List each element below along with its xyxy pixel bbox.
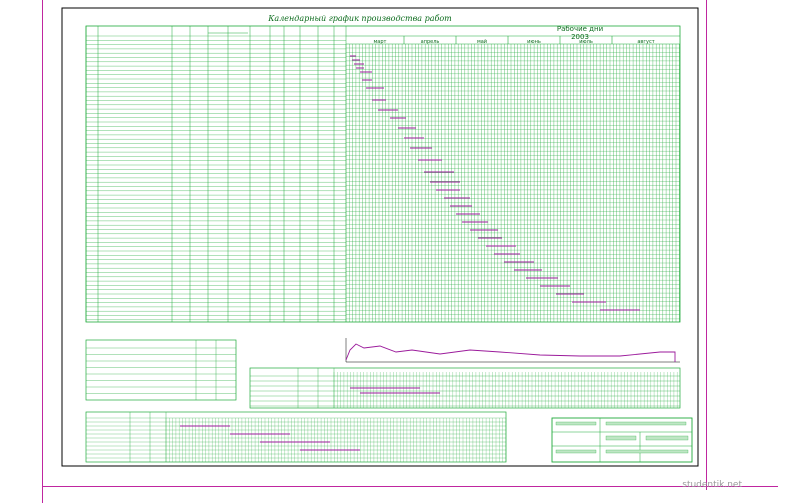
frame-bottom-line xyxy=(42,486,778,487)
stamp-fill-cell xyxy=(605,435,637,441)
frame-left-line xyxy=(42,0,43,503)
frame-right-line xyxy=(706,0,707,490)
page-title: Календарный график производства работ xyxy=(268,14,452,23)
stamp-fill-cell xyxy=(645,435,689,441)
stamp-border xyxy=(551,417,693,463)
inner-frame xyxy=(61,7,699,467)
labor-chart xyxy=(345,338,680,363)
watermark-text: studentik.net xyxy=(682,480,742,490)
econ-table-border xyxy=(85,339,237,401)
stamp-fill-cell xyxy=(555,421,597,426)
work-days-label: Рабочие дни xyxy=(556,25,604,33)
month-label: март xyxy=(373,39,387,45)
labor-step-line xyxy=(345,343,676,362)
gantt-grid xyxy=(345,35,680,322)
month-label: август xyxy=(637,39,655,45)
machine-table-border xyxy=(249,367,681,409)
machine-schedule-table xyxy=(249,367,681,409)
gantt-bars xyxy=(350,55,640,311)
title-block-stamp xyxy=(551,417,693,463)
economic-indicators-table xyxy=(85,339,237,401)
main-schedule-table xyxy=(85,25,681,323)
year-label: 2003 xyxy=(571,33,589,41)
materials-schedule-table xyxy=(85,411,507,463)
month-label: июль xyxy=(579,39,593,45)
month-label: июнь xyxy=(527,39,541,45)
month-label: май xyxy=(476,39,488,45)
work-days-header: Рабочие дни 2003 xyxy=(520,25,640,43)
stamp-fill-cell xyxy=(605,449,689,454)
stamp-fill-cell xyxy=(605,421,687,426)
materials-table-border xyxy=(85,411,507,463)
month-label: апрель xyxy=(420,39,440,45)
stamp-fill-cell xyxy=(555,449,597,454)
